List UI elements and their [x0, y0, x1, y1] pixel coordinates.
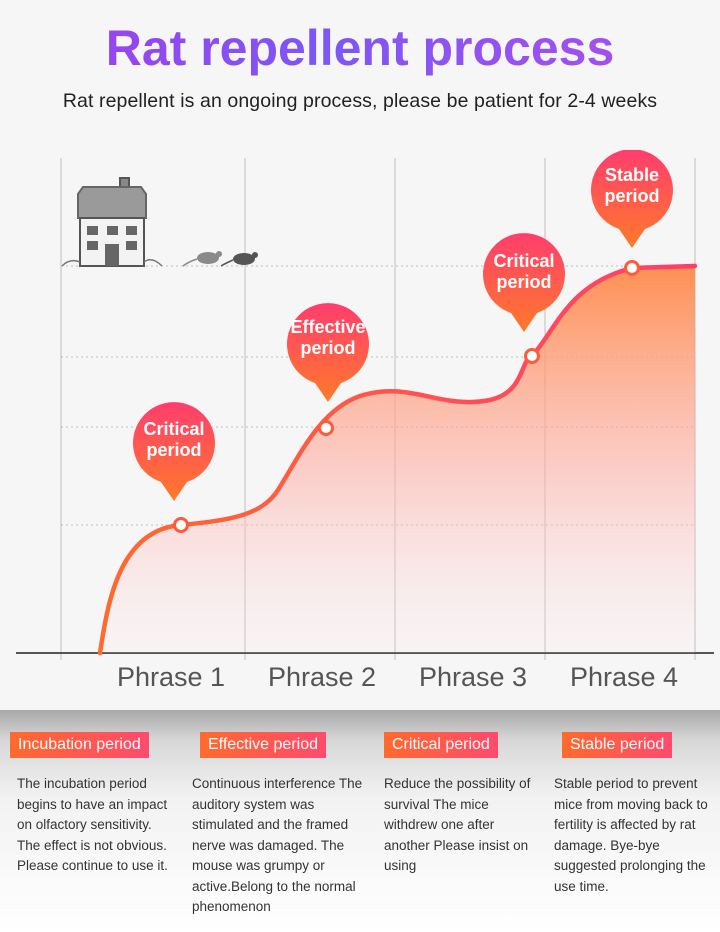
marker-pin-1: Critical period: [132, 402, 215, 501]
stage-badge: Incubation period: [10, 732, 149, 758]
process-chart: Critical period Effective period Critica…: [16, 150, 714, 660]
stage-effective: Effective period Continuous interference…: [192, 732, 372, 918]
phase-label-2: Phrase 2: [267, 662, 377, 692]
svg-text:period: period: [300, 338, 355, 358]
svg-text:Critical: Critical: [493, 251, 554, 271]
svg-text:period: period: [146, 440, 201, 460]
stage-critical: Critical period Reduce the possibility o…: [384, 732, 534, 877]
curve-points: [173, 260, 640, 533]
stage-description: Stable period to prevent mice from movin…: [554, 776, 708, 894]
stage-badge: Stable period: [562, 732, 673, 758]
phase-label-1: Phrase 1: [116, 662, 226, 692]
phase-label-3: Phrase 3: [418, 662, 528, 692]
stage-description: Continuous interference The auditory sys…: [192, 776, 363, 914]
point-critical-1: [173, 517, 189, 533]
house-icon: [61, 177, 163, 267]
svg-text:Critical: Critical: [143, 419, 204, 439]
svg-text:period: period: [496, 272, 551, 292]
stage-incubation: Incubation period The incubation period …: [10, 732, 170, 877]
svg-text:Effective: Effective: [290, 317, 365, 337]
rat-icon: [182, 251, 222, 267]
phase-label-4: Phrase 4: [569, 662, 679, 692]
svg-text:period: period: [604, 186, 659, 206]
rat-icon: [220, 252, 258, 267]
point-effective: [318, 420, 334, 436]
stages-panel: Incubation period The incubation period …: [0, 710, 720, 932]
stage-description: The incubation period begins to have an …: [17, 776, 168, 873]
stage-badge: Effective period: [200, 732, 326, 758]
marker-pin-2: Effective period: [287, 303, 370, 402]
point-critical-2: [524, 348, 540, 364]
stage-stable: Stable period Stable period to prevent m…: [554, 732, 714, 897]
marker-pin-3: Critical period: [482, 233, 565, 332]
page-subtitle: Rat repellent is an ongoing process, ple…: [62, 90, 658, 112]
progress-area: [100, 266, 695, 653]
stage-badge: Critical period: [384, 732, 498, 758]
svg-text:Stable: Stable: [605, 165, 659, 185]
stage-description: Reduce the possibility of survival The m…: [384, 776, 531, 873]
page-title: Rat repellent process: [0, 18, 720, 78]
marker-pin-4: Stable period: [591, 150, 673, 248]
point-stable: [624, 260, 640, 276]
